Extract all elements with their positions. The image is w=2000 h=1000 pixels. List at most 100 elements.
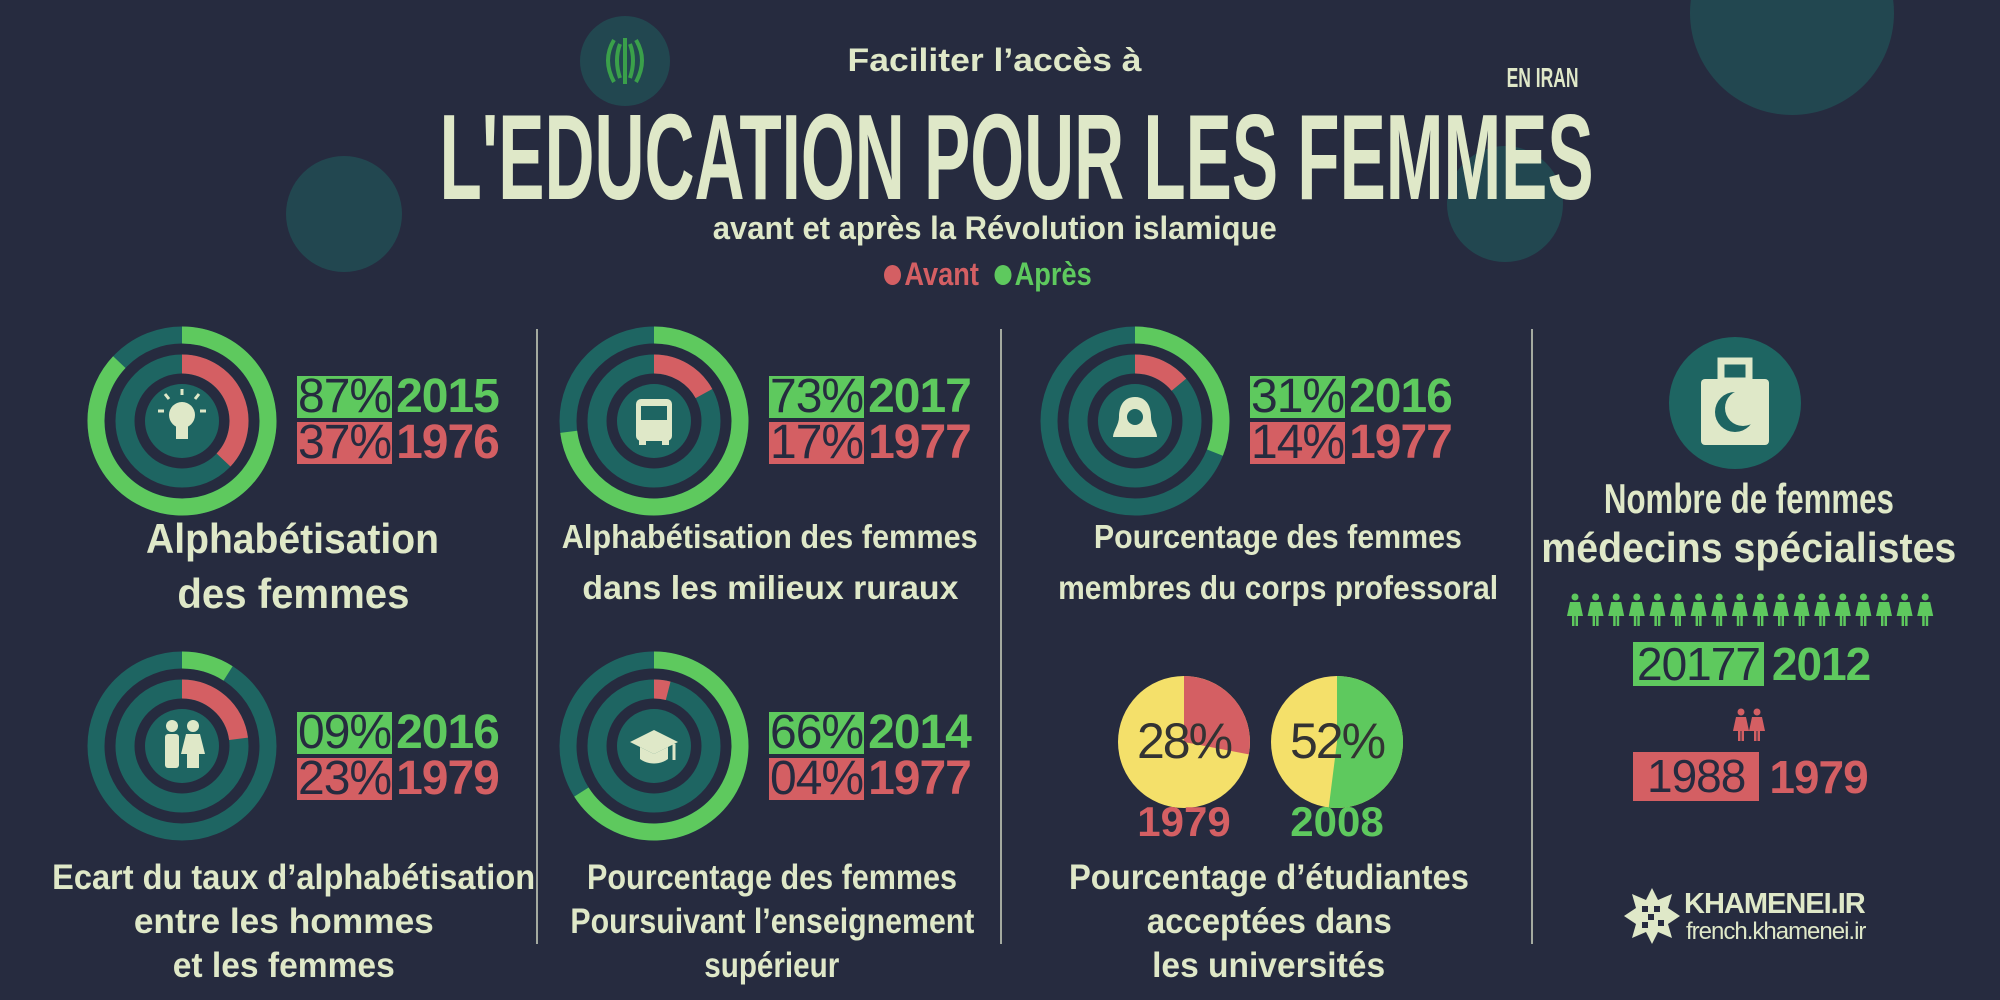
header-kicker: Faciliter l’accès à: [848, 42, 1142, 78]
pie-year-after: 2008: [1290, 798, 1384, 845]
woman-figure-icon: [1587, 593, 1604, 626]
bus-icon: [636, 399, 672, 445]
medical-bag-icon: [1701, 357, 1769, 445]
before-percent: 37%: [297, 416, 392, 469]
iran-emblem-icon: [606, 38, 644, 84]
legend-after: Après: [1014, 256, 1092, 292]
woman-figure-icon: [1690, 593, 1707, 626]
count-before-year: 1979: [1769, 750, 1868, 803]
man-woman-icon: [165, 720, 205, 768]
woman-figure-icon: [1855, 593, 1872, 626]
region-label: EN IRAN: [1506, 62, 1579, 93]
woman-figure-icon: [1793, 593, 1810, 626]
label-literacy-2: des femmes: [176, 570, 409, 617]
column-divider: [1000, 329, 1002, 944]
label-gap-1: Ecart du taux d’alphabétisation: [52, 858, 536, 897]
stats-faculty: 31% 2016 14% 1977: [1250, 370, 1453, 469]
woman-figure-icon: [1608, 593, 1625, 626]
graduation-cap-icon: [630, 730, 678, 764]
logo-url: french.khamenei.ir: [1686, 918, 1866, 945]
woman-figure-icon: [1876, 593, 1892, 626]
count-after-value: 20177: [1633, 641, 1764, 687]
after-percent: 09%: [297, 706, 392, 759]
before-year: 1977: [868, 752, 972, 805]
before-value-arc: [1134, 354, 1187, 392]
before-value-arc: [653, 354, 713, 399]
label-higher-2: Poursuivant l’enseignement: [570, 902, 974, 941]
label-literacy-1: Alphabétisation: [146, 515, 440, 562]
label-faculty-2: membres du corps professoral: [1058, 569, 1498, 606]
column-divider: [536, 329, 538, 944]
after-value-arc: [87, 326, 277, 516]
woman-figure-icon: [1834, 593, 1851, 626]
before-value-arc: [181, 354, 249, 467]
pie-year-before: 1979: [1137, 798, 1231, 845]
label-rural-2: dans les milieux ruraux: [581, 569, 958, 606]
decorative-circle: [286, 156, 402, 272]
label-doctors-1: Nombre de femmes: [1603, 475, 1894, 522]
before-percent: 04%: [769, 752, 864, 805]
page-title: L'EDUCATION POUR LES FEMMES: [439, 89, 1594, 225]
label-doctors-2: médecins spécialistes: [1541, 524, 1957, 571]
column-divider: [1531, 329, 1533, 944]
after-value-arc: [560, 326, 749, 516]
before-year: 1977: [868, 416, 972, 469]
header-subtitle: avant et après la Révolution islamique: [712, 210, 1277, 246]
stats-literacy: 87% 2015 37% 1976: [297, 370, 500, 469]
woman-figure-icon: [1917, 593, 1934, 626]
legend: Avant Après: [884, 256, 1092, 293]
pie-chart-1979: [1118, 676, 1250, 808]
after-percent: 87%: [297, 370, 392, 423]
after-year: 2016: [396, 706, 500, 759]
donut-chart-literacy: [87, 326, 277, 516]
legend-dot-before: [884, 264, 901, 285]
woman-figure-icon: [1628, 593, 1645, 626]
before-value-arc: [181, 679, 248, 741]
label-faculty-1: Pourcentage des femmes: [1093, 518, 1462, 555]
donut-chart-rural-literacy: [559, 326, 749, 516]
decorative-circle: [1447, 146, 1563, 262]
count-after-year: 2012: [1771, 638, 1871, 690]
women-figures-row: [1567, 593, 1934, 626]
after-value-arc: [574, 651, 749, 841]
before-percent: 17%: [769, 416, 864, 469]
donut-chart-literacy-gap: [87, 651, 277, 841]
label-rural-1: Alphabétisation des femmes: [561, 518, 978, 555]
pie-label-after: 52%: [1289, 713, 1386, 769]
lightbulb-icon: [158, 389, 206, 439]
count-before-value: 1988: [1633, 752, 1760, 801]
count-after: 20177 2012: [1633, 638, 1871, 690]
label-higher-1: Pourcentage des femmes: [587, 858, 957, 897]
stats-higher-education: 66% 2014 04% 1977: [769, 706, 972, 805]
logo-name: KHAMENEI.IR: [1684, 888, 1866, 920]
count-before: 1988 1979: [1633, 750, 1869, 803]
label-students-3: les universités: [1152, 946, 1386, 985]
two-women-icon: [1733, 708, 1765, 741]
label-students-1: Pourcentage d’étudiantes: [1069, 858, 1469, 897]
pie-value-slice: [1328, 676, 1403, 808]
label-gap-3: et les femmes: [173, 946, 395, 985]
pie-chart-2008: [1271, 676, 1403, 808]
after-year: 2015: [396, 370, 500, 423]
before-year: 1979: [396, 752, 500, 805]
khamenei-logo-icon: [1624, 888, 1680, 944]
after-percent: 73%: [769, 370, 864, 423]
stats-rural-literacy: 73% 2017 17% 1977: [769, 370, 972, 469]
woman-figure-icon: [1752, 593, 1769, 626]
after-value-arc: [181, 651, 233, 681]
woman-figure-icon: [1649, 593, 1666, 626]
veiled-woman-icon: [1113, 397, 1157, 437]
stats-literacy-gap: 09% 2016 23% 1979: [297, 706, 500, 805]
pie-label-before: 28%: [1136, 713, 1233, 769]
after-value-arc: [1134, 326, 1230, 456]
woman-figure-icon: [1814, 593, 1831, 626]
woman-figure-icon: [1670, 593, 1686, 626]
legend-before: Avant: [904, 256, 979, 292]
before-year: 1976: [396, 416, 500, 469]
before-percent: 14%: [1250, 416, 1345, 469]
legend-dot-after: [994, 264, 1012, 285]
after-percent: 66%: [769, 706, 864, 759]
after-year: 2016: [1349, 370, 1453, 423]
woman-figure-icon: [1896, 593, 1913, 626]
woman-figure-icon: [1711, 593, 1728, 626]
